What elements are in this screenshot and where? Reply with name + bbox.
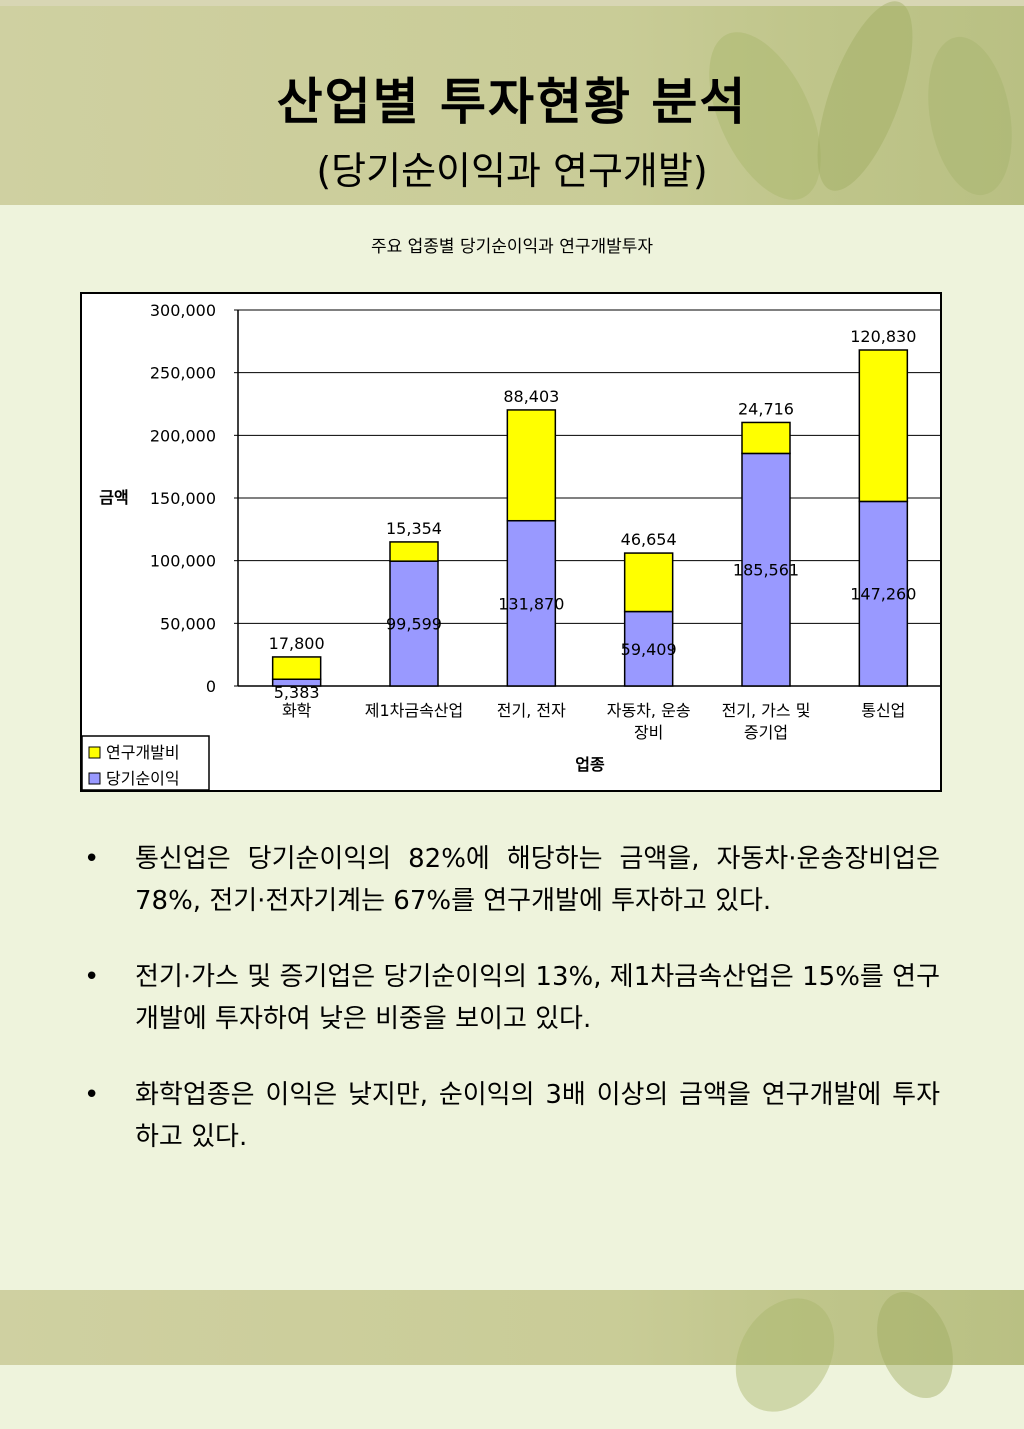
y-tick-label: 150,000: [150, 489, 216, 508]
data-label-rnd: 46,654: [621, 530, 677, 549]
slide-title: 산업별 투자현황 분석: [276, 73, 748, 131]
bar-rnd: [389, 541, 439, 562]
y-tick-label: 300,000: [150, 301, 216, 320]
x-tick-label: 제1차금속산업: [365, 701, 464, 720]
x-axis-label: 업종: [575, 755, 605, 774]
bar-rnd: [271, 656, 322, 681]
bar-rnd: [506, 409, 557, 522]
y-tick-label: 250,000: [150, 364, 216, 383]
data-label-net-income: 99,599: [386, 615, 442, 634]
data-label-rnd: 24,716: [738, 399, 794, 418]
bar-rnd: [741, 421, 791, 455]
y-tick-label: 0: [206, 677, 216, 696]
x-tick-label: 전기, 전자: [497, 701, 566, 720]
y-tick-label: 50,000: [160, 614, 216, 633]
bullet-text: 화학업종은 이익은 낮지만, 순이익의 3배 이상의 금액을 연구개발에 투자하…: [135, 1080, 940, 1152]
data-label-rnd: 88,403: [503, 387, 559, 406]
footer-band: [0, 1280, 1024, 1429]
bar-rnd: [623, 552, 674, 613]
data-label-net-income: 5,383: [274, 683, 320, 702]
x-tick-label: 자동차, 운송: [607, 701, 691, 720]
data-label-net-income: 59,409: [621, 640, 677, 659]
legend-label-rnd: 연구개발비: [106, 743, 180, 762]
leaf-decoration: [863, 1281, 967, 1409]
x-tick-label: 화학: [282, 701, 312, 720]
chart-frame: 0 50,000 100,000 150,000 200,000 250,000 300,0…: [80, 292, 942, 792]
bullet-list: • 통신업은 당기순이익의 82%에 해당하는 금액을, 자동차·운송장비업은 …: [80, 838, 940, 1192]
x-tick-label: 장비: [634, 723, 663, 742]
data-label-net-income: 185,561: [733, 561, 799, 580]
y-axis-label: 금액: [99, 488, 128, 507]
bullet-text: 통신업은 당기순이익의 82%에 해당하는 금액을, 자동차·운송장비업은 78…: [135, 844, 940, 916]
stacked-bar-chart: 0 50,000 100,000 150,000 200,000 250,000 300,0…: [82, 301, 940, 790]
bullet-marker: •: [84, 962, 100, 992]
data-label-rnd: 120,830: [850, 327, 916, 346]
bar-net-income: [741, 452, 791, 687]
x-tick-label: 전기, 가스 및: [722, 701, 811, 720]
slide-subtitle: (당기순이익과 연구개발): [316, 149, 708, 193]
y-tick-label: 100,000: [150, 552, 216, 571]
y-tick-label: 200,000: [150, 426, 216, 445]
x-tick-label: 통신업: [861, 701, 905, 720]
legend-swatch-net-income: [88, 772, 101, 785]
data-label-net-income: 147,260: [850, 585, 916, 604]
bar-net-income: [623, 610, 674, 687]
bar-net-income: [506, 519, 557, 687]
header-band: [0, 0, 1024, 217]
bar-rnd: [858, 349, 909, 503]
chart-title: 주요 업종별 당기순이익과 연구개발투자: [370, 237, 654, 257]
data-label-net-income: 131,870: [498, 594, 564, 613]
bullet-item: • 화학업종은 이익은 낮지만, 순이익의 3배 이상의 금액을 연구개발에 투…: [80, 1074, 940, 1158]
legend-label-net-income: 당기순이익: [106, 769, 180, 788]
data-label-rnd: 17,800: [269, 634, 325, 653]
bullet-text: 전기·가스 및 증기업은 당기순이익의 13%, 제1차금속산업은 15%를 연…: [135, 962, 940, 1034]
bar-net-income: [858, 500, 909, 687]
bullet-item: • 전기·가스 및 증기업은 당기순이익의 13%, 제1차금속산업은 15%를…: [80, 956, 940, 1040]
bullet-item: • 통신업은 당기순이익의 82%에 해당하는 금액을, 자동차·운송장비업은 …: [80, 838, 940, 922]
legend-box: [82, 735, 210, 790]
bar-net-income: [389, 560, 439, 687]
bullet-marker: •: [84, 1080, 100, 1110]
leaf-decoration: [716, 1280, 854, 1429]
legend-swatch-rnd: [88, 746, 101, 759]
data-label-rnd: 15,354: [386, 519, 442, 538]
bullet-marker: •: [84, 844, 100, 874]
x-tick-label: 증기업: [744, 723, 788, 742]
